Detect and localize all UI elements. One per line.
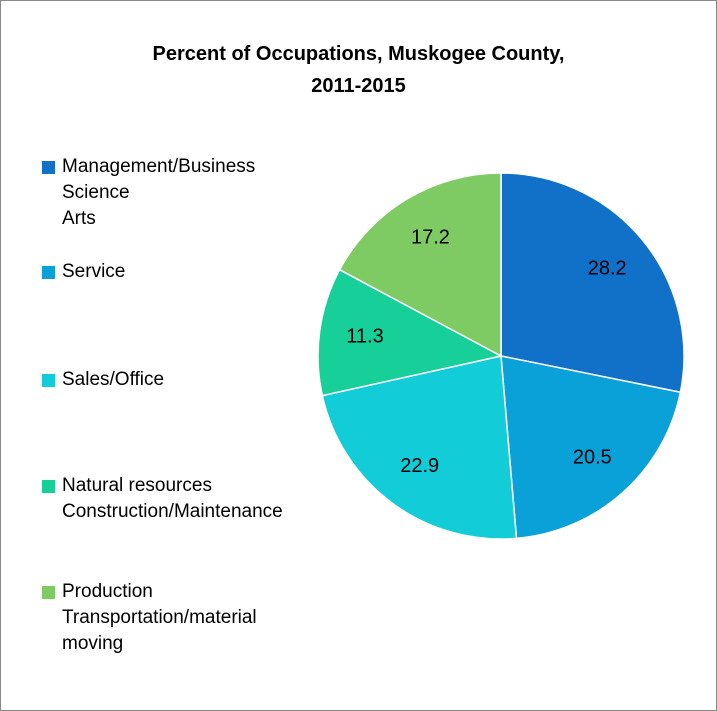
legend-swatch xyxy=(42,586,55,599)
pie-slice xyxy=(500,172,685,394)
legend-swatch xyxy=(42,480,55,493)
pie-slice xyxy=(321,355,518,540)
legend-swatch xyxy=(42,266,55,279)
data-label: 17.2 xyxy=(411,227,450,249)
legend-label: Natural resources Construction/Maintenan… xyxy=(62,475,283,522)
legend-label: Sales/Office xyxy=(62,369,165,390)
chart-title: Percent of Occupations, Muskogee County,… xyxy=(152,43,565,97)
data-label: 28.2 xyxy=(588,257,627,279)
legend-swatch xyxy=(42,161,55,174)
pie-slice xyxy=(338,172,502,358)
data-label: 11.3 xyxy=(346,326,383,348)
data-label: 22.9 xyxy=(400,455,439,477)
legend-label: Production Transportation/material movin… xyxy=(62,581,257,654)
data-label: 20.5 xyxy=(573,447,612,469)
legend-label: Service xyxy=(62,261,126,282)
legend-swatch xyxy=(42,374,55,387)
pie-slice xyxy=(317,268,504,397)
pie-slice xyxy=(500,355,682,540)
legend-label: Management/Business Science Arts xyxy=(62,156,256,229)
